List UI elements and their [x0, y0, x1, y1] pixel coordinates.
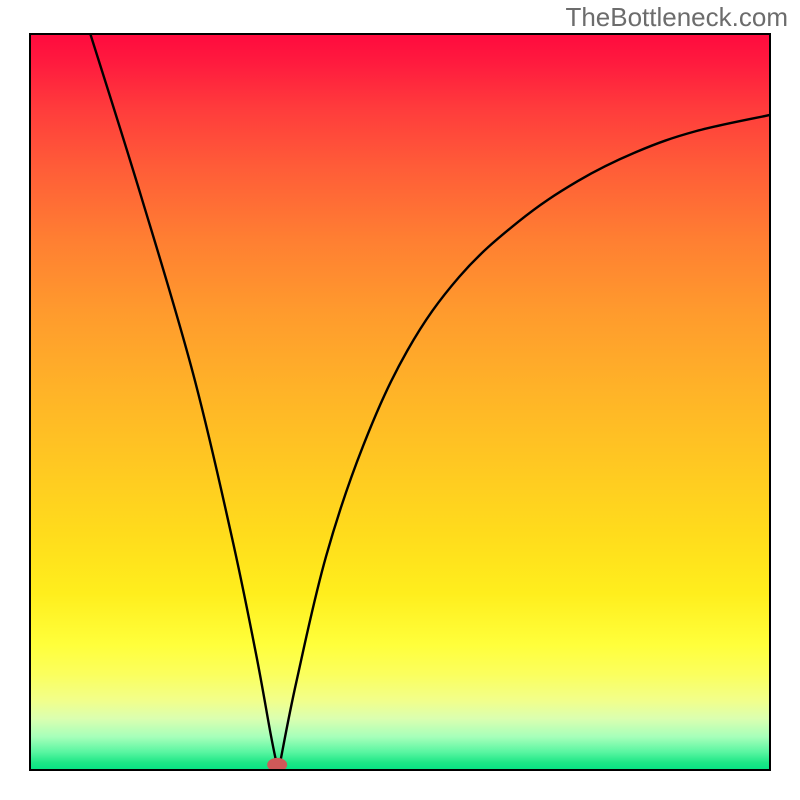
bottleneck-chart: TheBottleneck.com [0, 0, 800, 800]
gradient-background [30, 34, 770, 770]
watermark-text: TheBottleneck.com [565, 2, 788, 32]
